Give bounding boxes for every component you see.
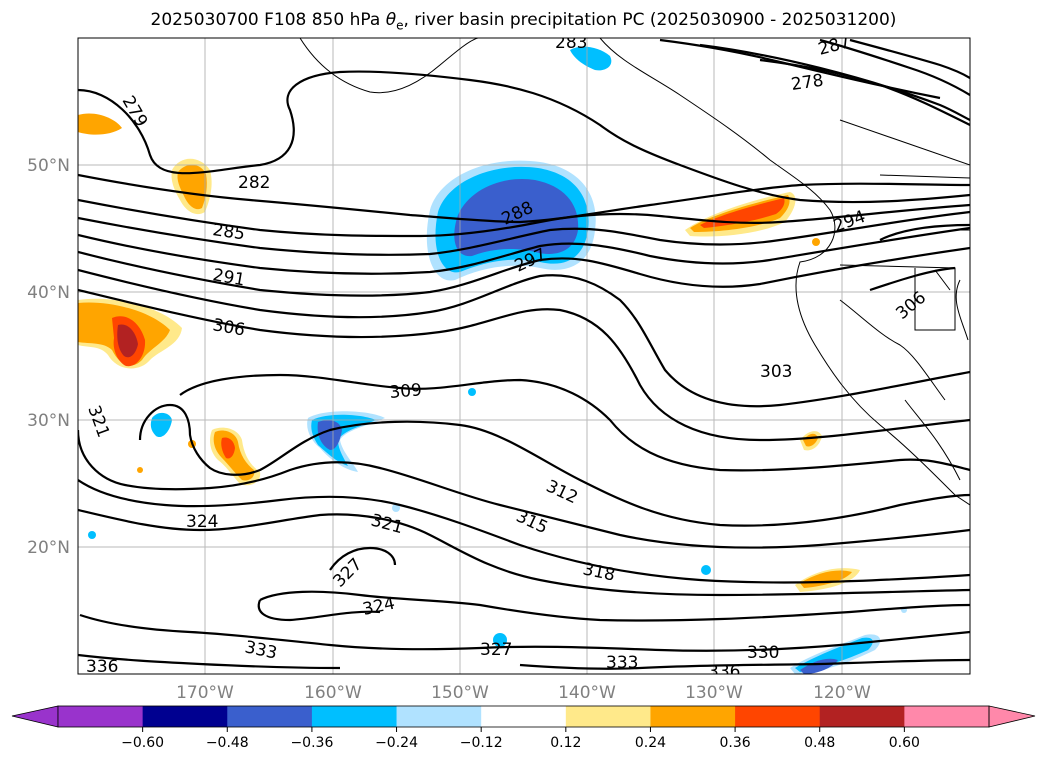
lon-label: 120°W: [813, 683, 871, 703]
contour-label: 327: [480, 640, 512, 660]
lon-label: 160°W: [304, 683, 362, 703]
contour-label: 282: [238, 173, 270, 193]
colorbar-segment: [819, 706, 905, 727]
colorbar-tick-label: 0.60: [889, 735, 920, 751]
colorbar-segment: [904, 706, 990, 727]
map-frame: [77, 37, 971, 675]
lat-label: 20°N: [27, 538, 70, 558]
colorbar-segment: [735, 706, 821, 727]
lat-label: 40°N: [27, 283, 70, 303]
gridlines: [78, 38, 970, 674]
contour-label: 330: [747, 643, 779, 663]
lon-label: 170°W: [176, 683, 234, 703]
contour-label: 303: [760, 362, 792, 382]
contour-label: 285: [211, 220, 246, 244]
colorbar-tick-label: 0.48: [804, 735, 835, 751]
lon-label: 150°W: [431, 683, 489, 703]
colorbar-segment: [58, 706, 144, 727]
colorbar-extend-low: [11, 705, 59, 728]
colorbar-segment: [565, 706, 651, 727]
contour-label: 278: [790, 71, 825, 95]
colorbar: −0.60 −0.48 −0.36 −0.24 −0.12 0.12 0.24 0.36 0.4…: [11, 705, 1036, 751]
contour-label: 283: [555, 33, 587, 53]
colorbar-extend-high: [988, 705, 1036, 728]
colorbar-tick-label: −0.24: [375, 735, 418, 751]
map-title: 2025030700 F108 850 hPa θe, river basin …: [150, 10, 897, 33]
lat-label: 30°N: [27, 411, 70, 431]
latitude-labels: 50°N 40°N 30°N 20°N: [27, 156, 70, 558]
contour-label: 333: [606, 653, 638, 673]
contour-label: 336: [708, 662, 740, 682]
colorbar-tick-label: −0.60: [121, 735, 164, 751]
theta-e-contours: [78, 38, 970, 670]
colorbar-tick-label: −0.12: [460, 735, 503, 751]
colorbar-tick-label: −0.48: [206, 735, 249, 751]
colorbar-segment: [481, 706, 567, 727]
contour-label: 309: [389, 380, 423, 403]
colorbar-tick-label: 0.12: [550, 735, 581, 751]
colorbar-tick-label: −0.36: [290, 735, 333, 751]
lon-label: 130°W: [685, 683, 743, 703]
longitude-labels: 170°W 160°W 150°W 140°W 130°W 120°W: [176, 683, 871, 703]
colorbar-segment: [396, 706, 482, 727]
map-area: 279 282 285 288 291 297 294 306 306 309 …: [78, 33, 970, 682]
lat-label: 50°N: [27, 156, 70, 176]
colorbar-segment: [142, 706, 228, 727]
colorbar-segment: [227, 706, 313, 727]
colorbar-tick-label: 0.36: [720, 735, 751, 751]
contour-label: 336: [86, 657, 118, 677]
colorbar-tick-label: 0.24: [635, 735, 666, 751]
lon-label: 140°W: [558, 683, 616, 703]
colorbar-segment: [311, 706, 398, 727]
contour-label: 324: [186, 512, 218, 532]
colorbar-segment: [650, 706, 736, 727]
